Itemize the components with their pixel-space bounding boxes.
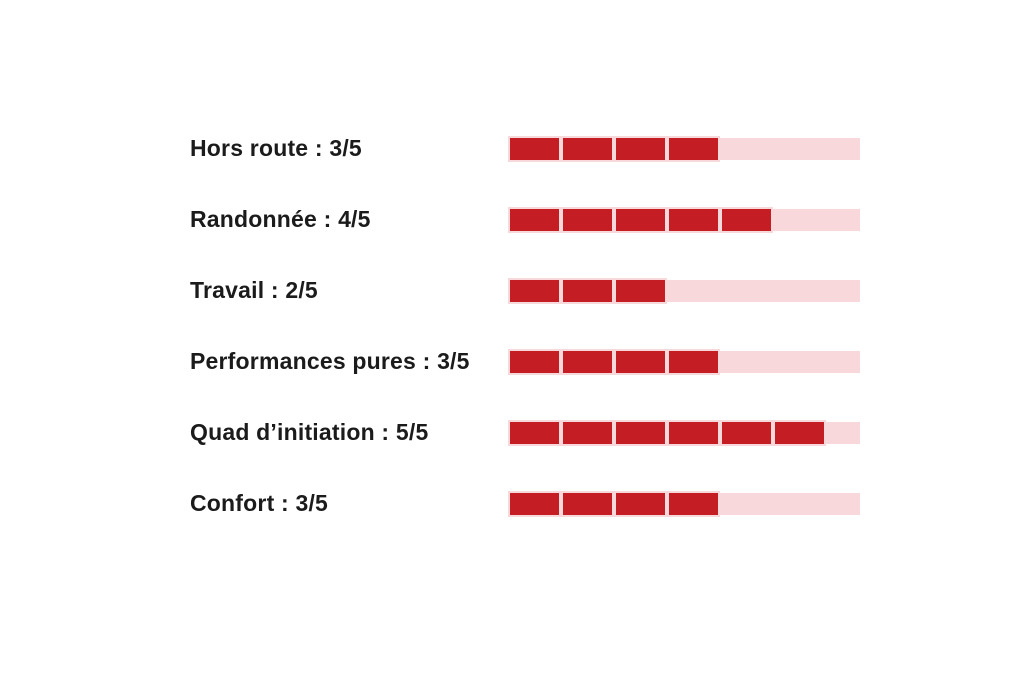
filled-segment: [508, 348, 561, 375]
filled-segment: [561, 206, 614, 233]
empty-track: [773, 208, 860, 231]
rating-row: Performances pures : 3/5: [190, 326, 860, 397]
rating-bar: [508, 206, 860, 233]
filled-segment: [667, 490, 720, 517]
empty-track: [720, 137, 860, 160]
filled-segment: [508, 277, 561, 304]
rating-label: Randonnée : 4/5: [190, 206, 371, 232]
filled-segment: [720, 206, 773, 233]
filled-segment: [614, 348, 667, 375]
filled-segment: [561, 277, 614, 304]
empty-track: [720, 492, 860, 515]
filled-segment: [561, 348, 614, 375]
rating-row: Randonnée : 4/5: [190, 184, 860, 255]
filled-segment: [614, 135, 667, 162]
rating-bar: [508, 490, 860, 517]
filled-segment: [561, 490, 614, 517]
empty-track: [720, 350, 860, 373]
filled-segment: [667, 419, 720, 446]
filled-segment: [614, 206, 667, 233]
filled-segment: [561, 419, 614, 446]
filled-segment: [614, 490, 667, 517]
filled-segment: [614, 419, 667, 446]
empty-track: [826, 421, 860, 444]
filled-segment: [508, 135, 561, 162]
filled-segment: [667, 135, 720, 162]
rating-label: Performances pures : 3/5: [190, 348, 470, 374]
rating-bar: [508, 135, 860, 162]
filled-segment: [614, 277, 667, 304]
rating-bar: [508, 419, 860, 446]
filled-segment: [667, 348, 720, 375]
rating-rows: Hors route : 3/5 Randonnée : 4/5 Travail :…: [190, 113, 860, 539]
filled-segment: [773, 419, 826, 446]
rating-label: Confort : 3/5: [190, 490, 329, 516]
filled-segment: [508, 419, 561, 446]
rating-label: Quad d’initiation : 5/5: [190, 419, 429, 445]
filled-segment: [561, 135, 614, 162]
filled-segment: [508, 206, 561, 233]
filled-segment: [720, 419, 773, 446]
rating-bar: [508, 277, 860, 304]
rating-row: Quad d’initiation : 5/5: [190, 397, 860, 468]
filled-segment: [667, 206, 720, 233]
rating-row: Confort : 3/5: [190, 468, 860, 539]
rating-row: Hors route : 3/5: [190, 113, 860, 184]
rating-label: Hors route : 3/5: [190, 135, 362, 161]
rating-bar: [508, 348, 860, 375]
rating-row: Travail : 2/5: [190, 255, 860, 326]
rating-label: Travail : 2/5: [190, 277, 318, 303]
filled-segment: [508, 490, 561, 517]
empty-track: [667, 279, 860, 302]
